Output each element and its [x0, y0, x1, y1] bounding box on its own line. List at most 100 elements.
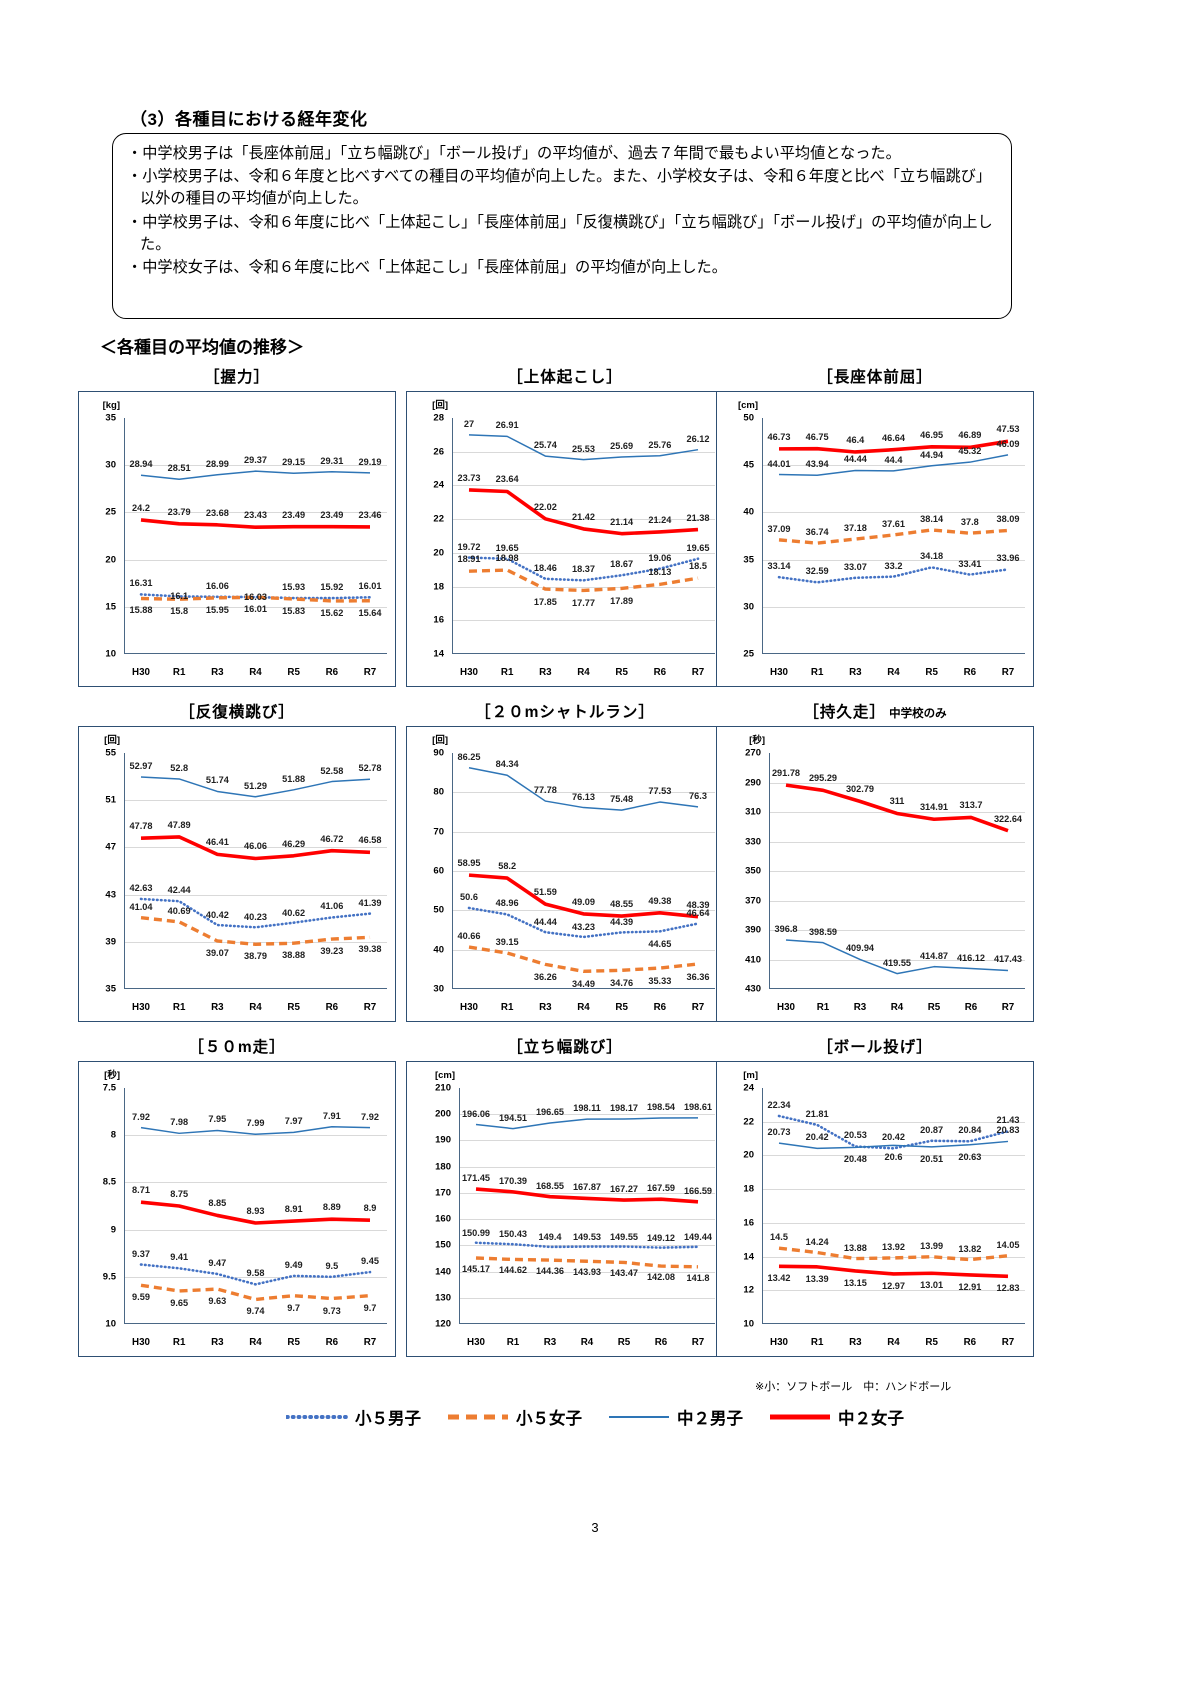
- series-line-sho5_boys: [139, 897, 372, 929]
- x-tick-label: R4: [577, 667, 590, 678]
- x-tick-label: R7: [1001, 1337, 1015, 1348]
- data-label: 25.76: [648, 439, 672, 450]
- gridline: [459, 1140, 715, 1142]
- data-label: 20.87: [920, 1124, 944, 1135]
- data-label: 9.49: [284, 1259, 303, 1270]
- data-label: 23.49: [282, 509, 306, 520]
- data-label: 23.64: [495, 474, 519, 485]
- gridline: [459, 1114, 715, 1116]
- chart-frame-ballthrow: [m] 10 12 14 16 18 20 22 24 H30 R1 R3 R4 R5 R6 R7 22.34 2…: [716, 1061, 1034, 1357]
- y-tick-label: 180: [435, 1161, 451, 1173]
- y-tick-label: 28: [433, 412, 444, 424]
- data-label: 20.84: [958, 1125, 982, 1136]
- x-tick-label: H30: [132, 1337, 150, 1348]
- data-label: 29.19: [358, 456, 382, 467]
- data-label: 77.78: [533, 785, 557, 796]
- series-line-chu2_boys: [778, 454, 1009, 476]
- y-tick-label: 9.5: [102, 1271, 116, 1283]
- series-line-chu2_boys: [140, 776, 371, 798]
- x-tick-label: R3: [543, 1337, 557, 1348]
- data-label: 9.47: [208, 1257, 227, 1268]
- chart-frame-grip: [kg] 10 15 20 25 30 35 H30 R1 R3 R4 R5 R6 R7 16.31 16.1…: [78, 391, 396, 687]
- data-label: 15.8: [170, 606, 189, 617]
- data-label: 15.88: [129, 605, 153, 616]
- x-tick-label: R5: [925, 667, 938, 678]
- gridline: [762, 1222, 1025, 1224]
- data-label: 7.92: [132, 1111, 150, 1122]
- data-label: 18.13: [648, 567, 672, 578]
- x-axis: [459, 1322, 715, 1324]
- data-label: 19.72: [457, 541, 481, 552]
- series-line-sho5_boys: [777, 1114, 1010, 1150]
- y-tick-label: 40: [743, 506, 754, 518]
- x-tick-label: R1: [506, 1337, 520, 1348]
- data-label: 13.99: [920, 1240, 944, 1251]
- chart-title-situp: ［上体起こし］: [507, 369, 623, 386]
- data-label: 18.98: [495, 553, 519, 564]
- x-tick-label: R3: [849, 1337, 862, 1348]
- x-axis: [452, 652, 715, 654]
- data-label: 12.83: [996, 1283, 1020, 1294]
- x-tick-label: R6: [653, 667, 667, 678]
- y-axis-unit-situp: [回]: [432, 400, 448, 411]
- data-label: 40.66: [457, 931, 481, 942]
- x-tick-label: R1: [500, 667, 514, 678]
- y-tick-label: 140: [435, 1266, 451, 1278]
- chart-grip: ［握力］ [kg] 10 15 20 25 30 35 H30 R1 R3 R4 R5 R6 R7 16.31…: [78, 365, 396, 700]
- x-tick-label: H30: [770, 1337, 788, 1348]
- data-label: 15.83: [282, 605, 306, 616]
- data-label: 44.94: [920, 449, 944, 460]
- y-tick-label: 39: [105, 936, 116, 948]
- series-line-sho5_boys: [467, 556, 700, 582]
- x-tick-label: H30: [132, 1002, 150, 1013]
- gridline: [124, 847, 387, 849]
- data-label: 43.94: [805, 459, 829, 470]
- series-line-chu2_boys: [475, 1117, 699, 1130]
- data-label: 16.01: [244, 604, 267, 615]
- data-label: 13.39: [805, 1273, 829, 1284]
- chart-title-sidestep: ［反復横跳び］: [179, 704, 295, 721]
- x-tick-label: R7: [691, 1337, 705, 1348]
- gridline: [459, 1297, 715, 1299]
- y-tick-label: 7.5: [102, 1082, 116, 1094]
- chart-run50m: ［５０m走］ [秒] 7.5 8 8.5 9 9.5 10 H30 R1 R3 R4 R5 R6 R7 9.3…: [78, 1035, 396, 1370]
- y-tick-label: 9: [110, 1224, 116, 1236]
- y-tick-label: 8: [110, 1129, 116, 1141]
- y-tick-label: 310: [745, 806, 761, 818]
- data-label: 86.25: [457, 751, 481, 762]
- series-line-chu2_girls: [778, 439, 1009, 454]
- gridline: [762, 1121, 1025, 1123]
- data-label: 9.7: [363, 1302, 377, 1313]
- series-line-chu2_girls: [140, 518, 371, 530]
- data-label: 20.53: [843, 1130, 867, 1141]
- x-tick-label: R7: [1001, 1002, 1015, 1013]
- data-label: 48.55: [610, 899, 634, 910]
- data-label: 21.38: [686, 512, 710, 523]
- x-tick-label: R5: [615, 667, 628, 678]
- y-tick-label: 30: [433, 983, 444, 995]
- x-tick-label: R4: [887, 667, 900, 678]
- chart-frame-sitreach: [cm] 25 30 35 40 45 50 H30 R1 R3 R4 R5 R6 R7 33.14 32.5…: [716, 391, 1034, 687]
- data-label: 419.55: [882, 957, 912, 968]
- data-label: 8.85: [208, 1198, 227, 1209]
- chart-sitreach: ［長座体前屈］ [cm] 25 30 35 40 45 50 H30 R1 R3 R4 R5 R6 R7 33…: [716, 365, 1034, 700]
- series-line-chu2_boys: [778, 1140, 1009, 1150]
- chart-title-longjump: ［立ち幅跳び］: [507, 1039, 623, 1056]
- x-tick-label: R1: [172, 1002, 186, 1013]
- data-label: 196.06: [461, 1108, 491, 1119]
- data-label: 144.36: [535, 1266, 565, 1277]
- y-tick-label: 16: [743, 1217, 754, 1229]
- gridline: [769, 841, 1025, 843]
- gridline: [124, 800, 387, 802]
- data-label: 20.6: [884, 1152, 903, 1163]
- y-axis: [124, 1088, 126, 1324]
- gridline: [769, 871, 1025, 872]
- data-label: 168.55: [535, 1180, 565, 1191]
- x-tick-label: R6: [325, 1002, 339, 1013]
- data-label: 7.91: [322, 1110, 341, 1121]
- x-tick-label: H30: [777, 1002, 795, 1013]
- chart-row: ［握力］ [kg] 10 15 20 25 30 35 H30 R1 R3 R4 R5 R6 R7 16.31…: [0, 365, 1190, 700]
- x-tick-label: R6: [963, 667, 977, 678]
- series-lines: [785, 783, 1009, 975]
- y-tick-label: 130: [435, 1292, 451, 1304]
